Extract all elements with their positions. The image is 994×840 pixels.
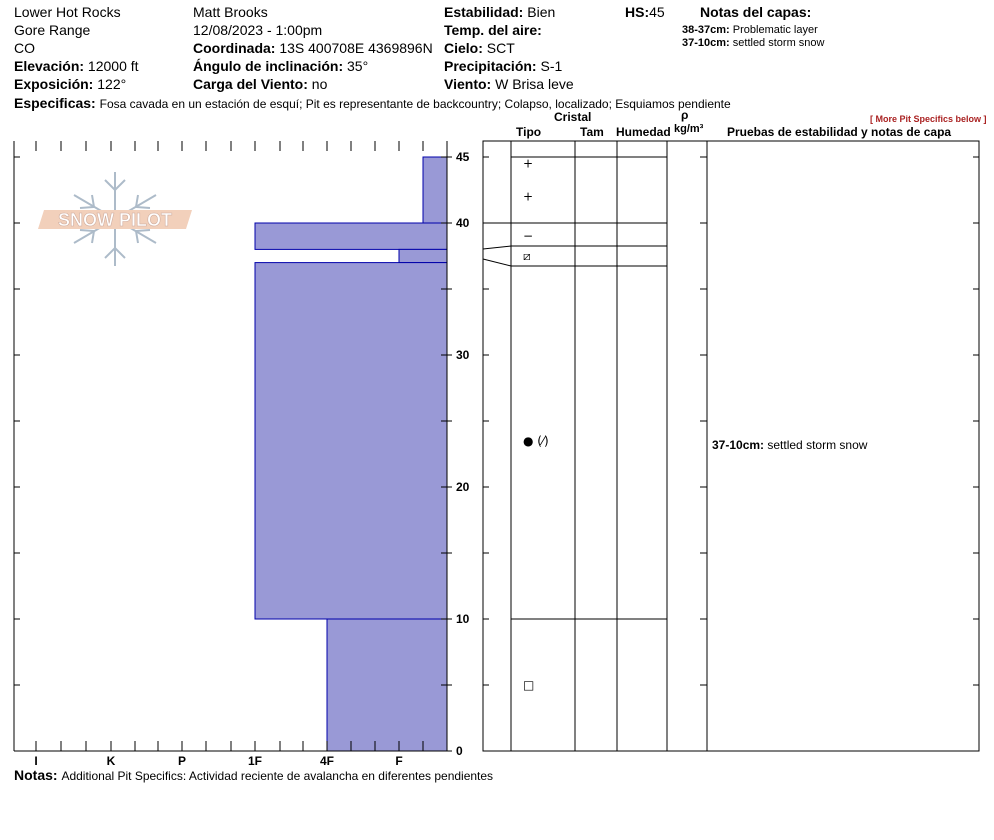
crystal-type-symbol: + [523,157,533,171]
observer-name: Matt Brooks [193,4,268,20]
crystal-type-symbol: ● (⁄) [523,434,549,448]
hardness-layer-bar [254,262,448,620]
air-temp-row: Temp. del aire: [444,22,542,38]
hardness-layer-bar [398,248,448,264]
layer-boundary-line [482,258,667,267]
stability-label: Estabilidad: [444,4,524,20]
aspect-label: Exposición: [14,76,94,92]
sky-row: Cielo: SCT [444,40,515,56]
stability-value: Bien [527,4,556,20]
x-tick-label: 1F [248,754,262,768]
y-tick-label: 30 [456,348,470,362]
crystal-type-symbol: □ [523,678,534,692]
incline-label: Ángulo de inclinación: [193,58,344,74]
tests-header: Pruebas de estabilidad y notas de capa [727,125,952,139]
layer-note-range: 38-37cm: [682,24,730,36]
y-tick-label: 40 [456,216,470,230]
sky-value: SCT [486,40,515,56]
layer-notes-title: Notas del capas: [700,4,812,20]
crystal-header: Cristal [554,110,592,124]
logo-text: SNOW PILOT [58,210,172,230]
rho-header: ρ [681,108,689,122]
location-name: Lower Hot Rocks [14,4,121,20]
wind-label: Viento: [444,76,492,92]
elevation-label: Elevación: [14,58,85,74]
x-tick-label: P [178,754,186,768]
layer-note: 37-10cm: settled storm snow [682,37,824,50]
notes-row: Notas: Additional Pit Specifics: Activid… [14,767,493,783]
precip-label: Precipitación: [444,58,537,74]
elevation-value: 12000 ft [87,58,139,74]
layer-test-note-range: 37-10cm: [712,438,767,452]
coord-label: Coordinada: [193,40,276,56]
wind-row: Viento: W Brisa leve [444,76,574,92]
x-tick-label: 4F [320,754,334,768]
air-temp-label: Temp. del aire: [444,22,542,38]
x-tick-label: I [34,754,37,768]
wind-load-label: Carga del Viento: [193,76,308,92]
hardness-layer-bar [326,618,448,752]
sky-label: Cielo: [444,40,483,56]
layer-note-text: settled storm snow [732,37,825,49]
more-specifics-link[interactable]: [ More Pit Specifics below ] [870,114,987,124]
hs-value: 45 [649,4,665,20]
aspect-value: 122° [97,76,127,92]
incline-value: 35° [347,58,369,74]
hardness-layer-bar [254,222,448,250]
x-tick-label: F [395,754,402,768]
hardness-layer-bar [422,156,448,224]
specifics-row: Especificas: Fosa cavada en un estación … [14,95,731,111]
notes-label: Notas: [14,767,58,783]
stability-row: Estabilidad: Bien [444,4,555,20]
state-name: CO [14,40,35,56]
layer-boundary-line [482,245,667,250]
layer-test-note: 37-10cm: settled storm snow [712,438,868,452]
elevation-row: Elevación: 12000 ft [14,58,139,74]
wind-load-row: Carga del Viento: no [193,76,327,92]
layer-test-note-text: settled storm snow [767,438,867,452]
range-name: Gore Range [14,22,91,38]
hs-label: HS: [625,4,650,20]
y-tick-label: 20 [456,480,470,494]
density-header: kg/m³ [674,123,704,135]
crystal-table [482,140,980,752]
precip-value: S-1 [540,58,563,74]
y-tick-label: 0 [456,744,463,758]
precip-row: Precipitación: S-1 [444,58,562,74]
type-header: Tipo [516,125,542,139]
crystal-type-symbol: + [523,190,533,204]
y-tick-label: 10 [456,612,470,626]
crystal-type-symbol: − [523,229,533,243]
specifics-label: Especificas: [14,95,96,111]
specifics-value: Fosa cavada en un estación de esquí; Pit… [99,97,731,111]
moisture-header: Humedad [616,125,671,139]
coord-value: 13S 400708E 4369896N [279,40,433,56]
snowpilot-logo: SNOW PILOT [38,172,192,266]
notes-value: Additional Pit Specifics: Actividad reci… [61,769,494,783]
x-tick-label: K [107,754,116,768]
wind-load-value: no [311,76,328,92]
y-tick-label: 45 [456,150,470,164]
size-header: Tam [580,125,604,139]
crystal-type-symbol: ⧄ [523,249,531,263]
layer-note: 38-37cm: Problematic layer [682,24,818,37]
aspect-row: Exposición: 122° [14,76,126,92]
datetime: 12/08/2023 - 1:00pm [193,22,323,38]
wind-value: W Brisa leve [495,76,574,92]
coord-row: Coordinada: 13S 400708E 4369896N [193,40,433,56]
incline-row: Ángulo de inclinación: 35° [193,58,368,74]
hs-row: HS:45 [625,4,665,20]
layer-note-text: Problematic layer [732,24,818,36]
layer-note-range: 37-10cm: [682,37,730,49]
